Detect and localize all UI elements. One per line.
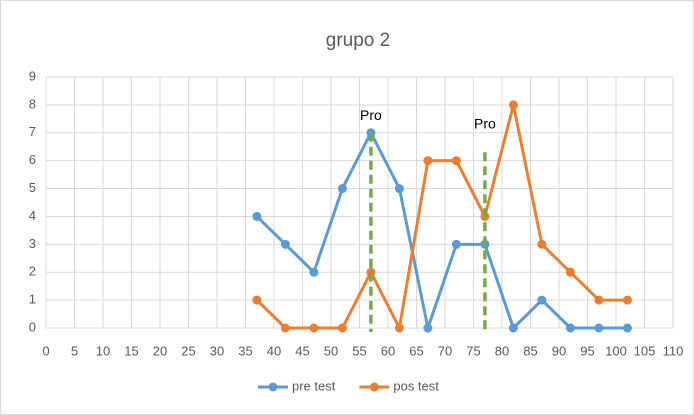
data-point: [622, 295, 632, 305]
data-point: [337, 184, 347, 194]
data-point: [280, 239, 290, 249]
annotation: Pro: [360, 107, 382, 123]
data-point: [337, 323, 347, 333]
x-tick-label: 15: [124, 343, 138, 358]
y-tick-label: 1: [29, 292, 36, 307]
data-point: [565, 267, 575, 277]
chart-title: grupo 2: [326, 30, 390, 51]
data-point: [309, 267, 319, 277]
data-point: [394, 184, 404, 194]
data-point: [366, 267, 376, 277]
legend-label: pos test: [393, 378, 439, 393]
x-tick-label: 70: [438, 343, 452, 358]
x-tick-label: 100: [605, 343, 627, 358]
data-point: [423, 323, 433, 333]
x-tick-label: 80: [495, 343, 509, 358]
legend-item: pos test: [359, 378, 439, 393]
x-tick-label: 50: [324, 343, 338, 358]
series-line: [255, 129, 628, 334]
data-point: [451, 239, 461, 249]
x-tick-label: 105: [634, 343, 656, 358]
data-point: [508, 323, 518, 333]
y-tick-label: 6: [29, 152, 36, 167]
legend-label: pre test: [292, 378, 336, 393]
x-tick-label: 20: [153, 343, 167, 358]
data-point: [537, 239, 547, 249]
x-tick-label: 90: [552, 343, 566, 358]
y-tick-label: 3: [29, 236, 36, 251]
x-tick-label: 75: [466, 343, 480, 358]
y-tick-label: 9: [29, 68, 36, 83]
x-tick-label: 40: [267, 343, 281, 358]
data-point: [309, 323, 319, 333]
y-tick-label: 8: [29, 96, 36, 111]
series-line: [255, 104, 628, 333]
x-tick-label: 95: [580, 343, 594, 358]
y-tick-label: 2: [29, 264, 36, 279]
x-tick-label: 85: [523, 343, 537, 358]
data-point: [252, 211, 262, 221]
data-point: [451, 156, 461, 166]
data-point: [394, 323, 404, 333]
x-tick-label: 35: [238, 343, 252, 358]
data-point: [252, 295, 262, 305]
data-point: [537, 295, 547, 305]
legend-marker: [369, 382, 379, 392]
legend-item: pre test: [258, 378, 336, 393]
x-tick-label: 10: [96, 343, 110, 358]
data-point: [508, 100, 518, 110]
x-tick-label: 55: [352, 343, 366, 358]
y-tick-label: 4: [29, 208, 36, 223]
data-point: [622, 323, 632, 333]
data-point: [594, 295, 604, 305]
x-tick-label: 5: [71, 343, 78, 358]
x-tick-label: 45: [295, 343, 309, 358]
x-tick-label: 25: [181, 343, 195, 358]
x-tick-label: 65: [409, 343, 423, 358]
data-point: [565, 323, 575, 333]
x-tick-label: 0: [42, 343, 49, 358]
annotation: Pro: [474, 116, 496, 132]
y-tick-label: 7: [29, 124, 36, 139]
x-tick-label: 60: [381, 343, 395, 358]
legend-marker: [268, 382, 278, 392]
y-tick-label: 5: [29, 180, 36, 195]
x-tick-label: 110: [663, 343, 684, 358]
x-tick-label: 30: [210, 343, 224, 358]
data-point: [594, 323, 604, 333]
y-tick-label: 0: [29, 319, 36, 334]
data-point: [423, 156, 433, 166]
data-point: [280, 323, 290, 333]
